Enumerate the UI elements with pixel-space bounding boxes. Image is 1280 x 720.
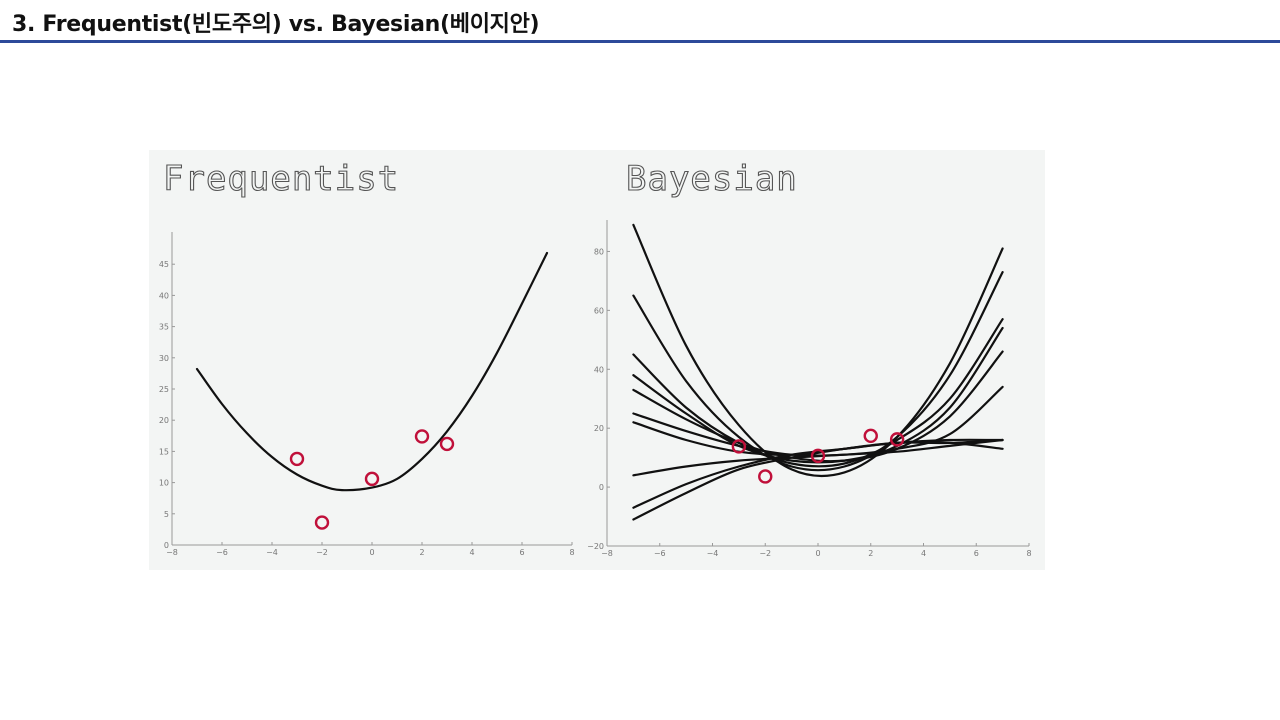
y-tick-label: 20 [594, 424, 604, 433]
frequentist-panel: Frequentist −8 −6 −4 −2 0 2 4 6 8 0 5 10 15 20 25 30 35 4… [159, 158, 575, 557]
series-line-4 [632, 326, 1004, 464]
data-point [439, 436, 455, 452]
x-tick-label: −6 [216, 548, 228, 557]
y-tick-label: 20 [159, 416, 169, 425]
data-point [810, 448, 826, 464]
x-tick-label: 0 [815, 549, 820, 558]
x-tick-label: −4 [707, 549, 719, 558]
x-tick-label: 8 [1026, 549, 1031, 558]
y-tick-label: 10 [159, 479, 169, 488]
data-point [863, 428, 878, 444]
series-line-10 [632, 441, 1004, 521]
series-line-8 [632, 438, 1004, 477]
series-line-3 [632, 318, 1004, 468]
x-tick-label: 0 [369, 548, 374, 557]
y-tick-label: 25 [159, 385, 169, 394]
y-tick-label: 0 [599, 483, 604, 492]
y-tick-label: 5 [164, 510, 169, 519]
x-tick-label: −2 [759, 549, 771, 558]
x-tick-label: 6 [519, 548, 524, 557]
data-point [314, 515, 330, 530]
x-tick-label: −4 [266, 548, 278, 557]
x-tick-label: 8 [569, 548, 574, 557]
series-line-5 [632, 350, 1004, 463]
y-tick-label: 40 [594, 365, 604, 374]
y-tick-label: 15 [159, 447, 169, 456]
frequentist-title: Frequentist [163, 159, 399, 199]
x-tick-label: 2 [419, 548, 424, 557]
series-line-1 [195, 251, 549, 492]
title-underline [0, 40, 1280, 43]
charts-canvas: Frequentist −8 −6 −4 −2 0 2 4 6 8051015202530354… [159, 158, 1032, 558]
x-tick-label: 4 [921, 549, 926, 558]
data-point [731, 439, 747, 454]
y-tick-label: 80 [594, 247, 604, 256]
data-point [414, 429, 430, 444]
y-tick-label: 35 [159, 323, 169, 332]
y-tick-label: 60 [594, 306, 604, 315]
bayesian-title: Bayesian [626, 159, 798, 199]
data-point [889, 432, 905, 447]
y-tick-label: −20 [587, 542, 604, 551]
series-line-2 [632, 271, 1004, 472]
x-tick-label: −8 [601, 549, 613, 558]
x-tick-label: −8 [166, 548, 178, 557]
x-tick-label: 6 [974, 549, 979, 558]
comparison-figure: Frequentist −8 −6 −4 −2 0 2 4 6 8 0 5 10 15 20 25 30 35 4… [149, 150, 1045, 570]
y-tick-label: 30 [159, 354, 169, 363]
slide-title: 3. Frequentist(빈도주의) vs. Bayesian(베이지안) [12, 12, 540, 37]
x-tick-label: −2 [316, 548, 328, 557]
y-tick-label: 40 [159, 291, 169, 300]
y-tick-label: 0 [164, 541, 169, 550]
x-tick-label: 4 [469, 548, 474, 557]
data-point [289, 451, 305, 467]
series-line-1 [632, 223, 1004, 478]
data-point [758, 469, 773, 484]
x-tick-label: 2 [868, 549, 873, 558]
x-tick-label: −6 [654, 549, 666, 558]
data-point [364, 471, 380, 487]
y-tick-label: 45 [159, 260, 169, 269]
